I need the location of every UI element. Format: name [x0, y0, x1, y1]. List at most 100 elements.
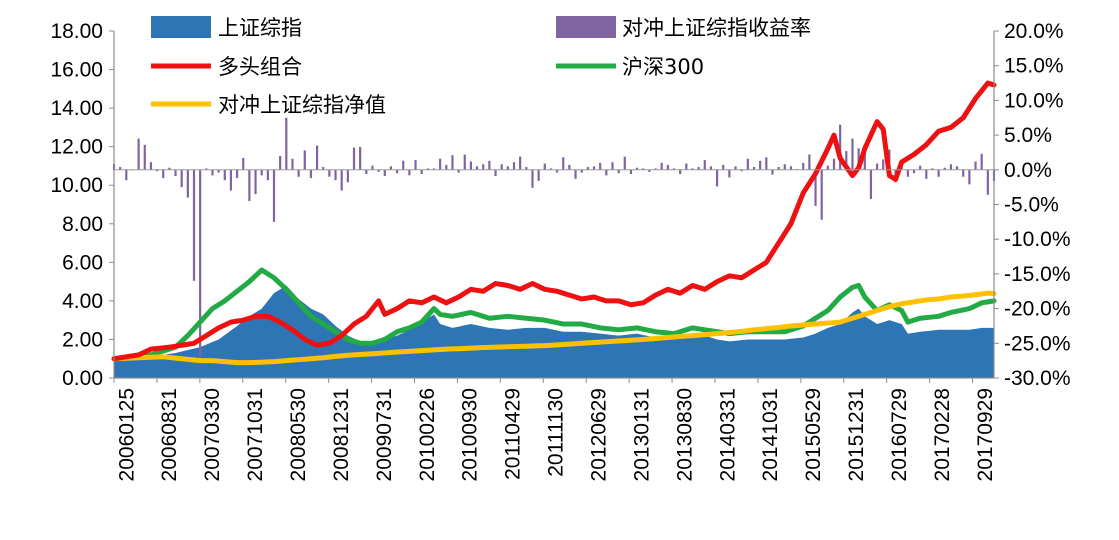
- hedge-return-bar: [648, 169, 651, 172]
- hedge-return-bar: [334, 169, 337, 181]
- hedge-return-bar: [482, 164, 485, 170]
- x-tick-label: 20150529: [802, 388, 825, 481]
- hedge-return-bar: [315, 145, 319, 170]
- x-tick-label: 20071031: [244, 388, 267, 481]
- hedge-return-bar: [759, 160, 762, 170]
- hedge-return-bar: [715, 169, 719, 187]
- hedge-return-bar: [223, 169, 226, 181]
- y-left-tick-label: 0.00: [62, 367, 103, 390]
- x-tick-label: 20100930: [459, 388, 482, 481]
- hedge-return-bar: [912, 169, 916, 174]
- hedge-return-bar: [642, 168, 645, 170]
- hedge-return-bar: [925, 169, 928, 179]
- hedge-return-bar: [660, 162, 663, 170]
- hedge-return-bar: [199, 169, 202, 365]
- x-tick-label: 20060831: [158, 388, 181, 481]
- y-right-tick-label: -30.0%: [1004, 367, 1071, 390]
- hedge-return-bar: [562, 157, 565, 170]
- hedge-return-bar: [832, 158, 836, 170]
- x-tick-label: 20080530: [287, 388, 310, 481]
- hedge-return-bar: [174, 169, 177, 177]
- hedge-return-bar: [229, 169, 233, 191]
- x-tick-label: 20170929: [974, 388, 997, 481]
- y-left-tick-label: 6.00: [62, 251, 103, 274]
- hedge-return-bar: [679, 169, 682, 174]
- hedge-return-bar: [119, 167, 122, 170]
- legend-label-long: 多头组合: [218, 55, 302, 79]
- hedge-return-bar: [937, 169, 940, 177]
- hedge-return-bar: [260, 169, 263, 176]
- hedge-return-bar: [488, 160, 491, 170]
- hedge-return-bar: [623, 156, 626, 170]
- x-tick-label: 20140331: [716, 388, 739, 481]
- y-right-tick-label: 0.0%: [1004, 159, 1052, 182]
- hedge-return-bar: [765, 157, 768, 170]
- hedge-return-bar: [469, 161, 473, 170]
- hedge-return-bar: [734, 166, 737, 170]
- hedge-return-bar: [352, 147, 356, 170]
- series-csi300-line: [111, 267, 997, 362]
- hedge-return-bar: [845, 151, 848, 170]
- hedge-return-bar: [617, 169, 620, 174]
- hedge-return-bar: [943, 167, 946, 170]
- hedge-return-bar: [555, 169, 559, 173]
- y-left-tick-label: 16.00: [50, 59, 103, 82]
- hedge-return-bar: [851, 138, 854, 170]
- hedge-return-bar: [297, 169, 300, 177]
- hedge-return-bar: [426, 168, 429, 170]
- hedge-return-bar: [808, 154, 811, 170]
- hedge-return-bar: [445, 164, 448, 170]
- hedge-return-bar: [691, 168, 694, 170]
- x-tick-labels: 20060125 20060831 20070330 20071031 20080530…: [115, 388, 997, 481]
- hedge-return-bar: [962, 169, 965, 177]
- series-hedge-nav-line: [111, 290, 997, 366]
- hedge-return-bar: [882, 159, 885, 170]
- hedge-return-bar: [814, 169, 817, 206]
- hedge-return-bar: [359, 146, 362, 170]
- hedge-return-bar: [777, 167, 780, 170]
- hedge-return-bar: [752, 167, 756, 170]
- x-tick-label: 20111130: [545, 388, 568, 477]
- hedge-return-bar: [839, 124, 842, 170]
- hedge-return-bar: [125, 169, 128, 181]
- hedge-return-bar: [279, 155, 282, 170]
- hedge-return-bar: [722, 164, 725, 170]
- x-tick-label: 20120629: [588, 388, 611, 481]
- hedge-return-bar: [192, 169, 196, 281]
- y-left-tick-label: 10.00: [50, 174, 103, 197]
- hedge-return-bar: [605, 169, 608, 176]
- y-right-tick-label: -15.0%: [1004, 263, 1071, 286]
- hedge-return-bar: [377, 169, 380, 172]
- hedge-return-bar: [986, 169, 989, 195]
- hedge-return-bar: [525, 167, 528, 170]
- y-right-tick-label: -25.0%: [1004, 332, 1071, 355]
- hedge-return-bar: [451, 155, 454, 170]
- line-series-layer: [111, 80, 997, 366]
- y-left-tick-label: 12.00: [50, 136, 103, 159]
- hedge-return-bar: [980, 153, 983, 170]
- y-right-tick-label: 5.0%: [1004, 124, 1052, 147]
- x-tick-label: 20130131: [630, 388, 653, 481]
- y-right-tick-label: 15.0%: [1004, 55, 1064, 78]
- hedge-return-bar: [789, 166, 793, 170]
- hedge-return-bar: [974, 161, 977, 170]
- hedge-return-bar: [303, 150, 306, 170]
- series-long-portfolio-line: [111, 80, 997, 362]
- y-right-tick-label: -20.0%: [1004, 298, 1071, 321]
- hedge-return-bar: [666, 164, 669, 170]
- hedge-return-bar: [568, 164, 571, 170]
- y-left-tick-label: 18.00: [50, 20, 103, 43]
- x-tick-label: 20060125: [115, 388, 138, 481]
- hedge-return-bar: [654, 168, 657, 170]
- hedge-return-bar: [826, 165, 829, 170]
- hedge-return-bar: [494, 169, 497, 177]
- hedge-return-bar: [272, 169, 276, 222]
- hedge-return-bar: [346, 169, 349, 183]
- hedge-return-bar: [519, 156, 522, 170]
- hedge-return-bar: [599, 162, 602, 170]
- hedge-return-bar: [512, 162, 516, 170]
- hedge-return-bar: [549, 168, 553, 170]
- hedge-return-bar: [968, 169, 971, 185]
- hedge-return-bar: [205, 168, 208, 170]
